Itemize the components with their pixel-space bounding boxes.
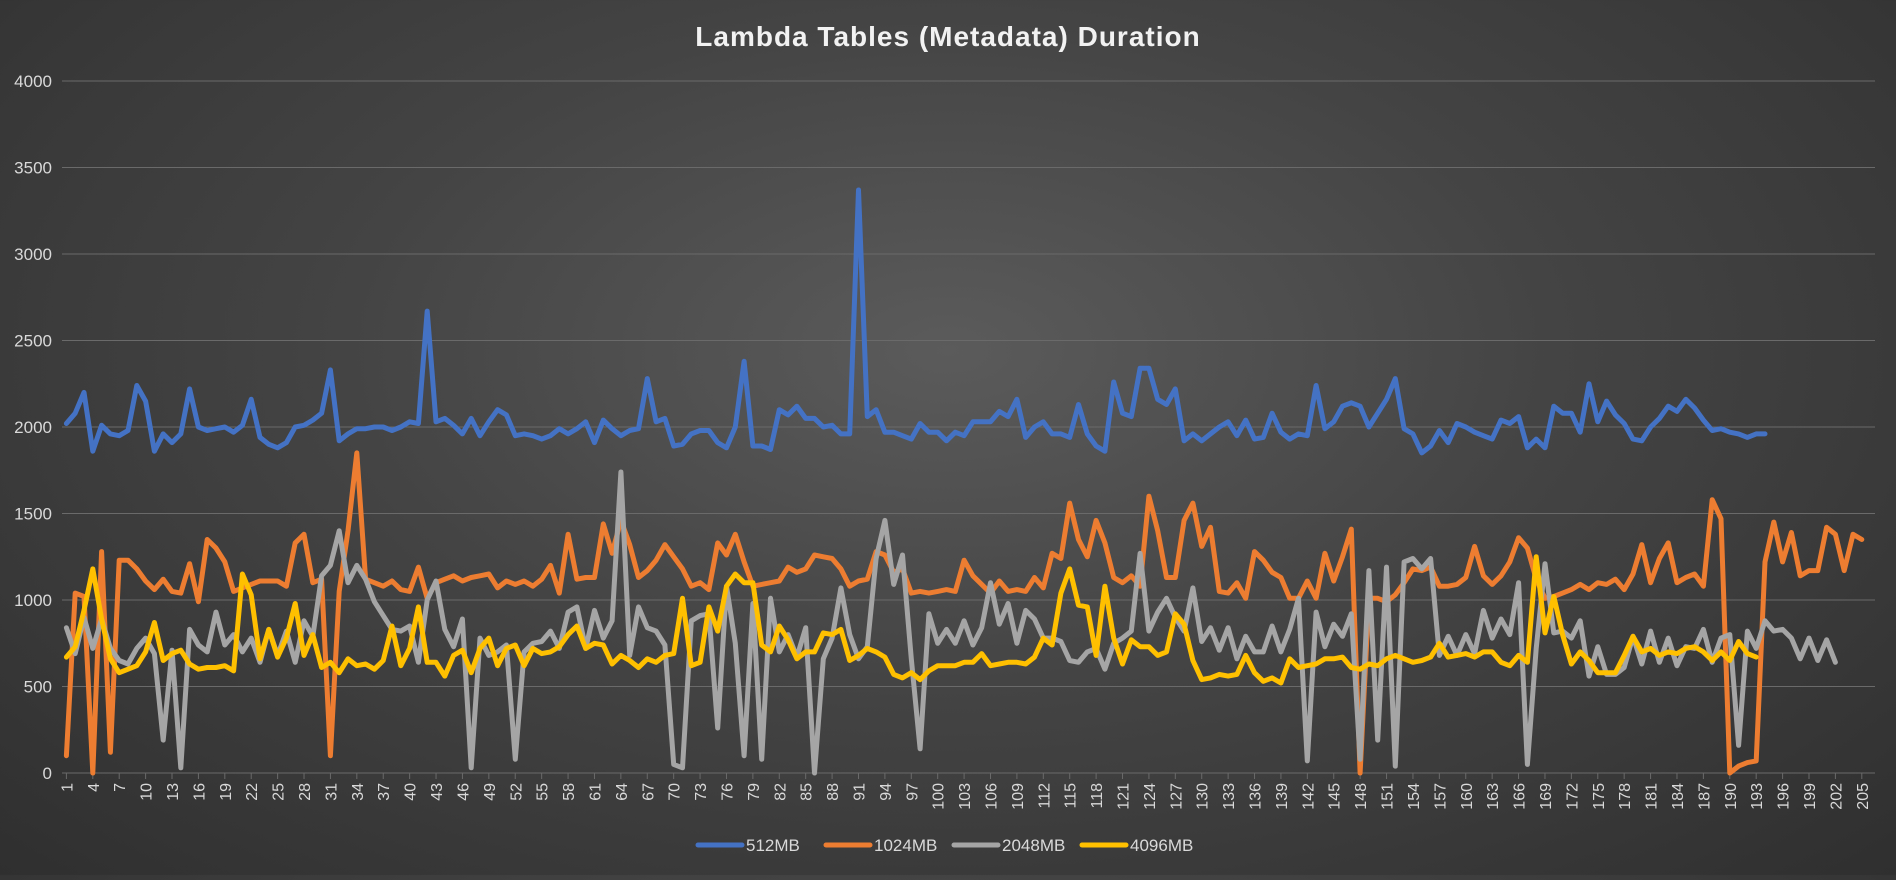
x-tick-label: 139 — [1274, 783, 1291, 810]
x-tick-label: 88 — [825, 783, 842, 801]
x-tick-label: 82 — [772, 783, 789, 801]
y-tick-label: 2000 — [14, 418, 52, 437]
x-tick-label: 157 — [1432, 783, 1449, 810]
x-tick-label: 58 — [561, 783, 578, 801]
legend-item-4096MB[interactable]: 4096MB — [1079, 836, 1193, 855]
x-tick-label: 97 — [904, 783, 921, 801]
x-tick-label: 166 — [1512, 783, 1529, 810]
x-tick-label: 148 — [1353, 783, 1370, 810]
y-tick-label: 3000 — [14, 245, 52, 264]
legend-label: 1024MB — [874, 836, 937, 855]
x-tick-label: 70 — [667, 783, 684, 801]
series-line-4096MB — [63, 554, 1759, 686]
x-tick-label: 109 — [1010, 783, 1027, 810]
x-tick-label: 124 — [1142, 783, 1159, 810]
y-tick-label: 500 — [24, 678, 52, 697]
x-tick-label: 160 — [1459, 783, 1476, 810]
y-tick-label: 1000 — [14, 591, 52, 610]
x-tick-label: 106 — [984, 783, 1001, 810]
x-tick-label: 187 — [1696, 783, 1713, 810]
x-tick-label: 199 — [1802, 783, 1819, 810]
x-tick-label: 37 — [376, 783, 393, 801]
x-tick-label: 112 — [1036, 783, 1053, 809]
x-tick-label: 55 — [535, 783, 552, 801]
x-tick-label: 136 — [1248, 783, 1265, 810]
x-tick-label: 190 — [1723, 783, 1740, 810]
x-tick-label: 115 — [1063, 783, 1080, 809]
x-tick-label: 133 — [1221, 783, 1238, 810]
x-tick-label: 49 — [482, 783, 499, 801]
y-tick-label: 0 — [43, 764, 52, 783]
x-tick-label: 4 — [86, 783, 103, 792]
x-tick-label: 28 — [297, 783, 314, 801]
x-tick-label: 178 — [1617, 783, 1634, 810]
series-lines — [63, 187, 1865, 776]
x-tick-label: 16 — [191, 783, 208, 801]
series-line-512MB — [63, 187, 1768, 456]
x-tick-label: 130 — [1195, 783, 1212, 810]
legend-label: 2048MB — [1002, 836, 1065, 855]
x-tick-label: 205 — [1855, 783, 1872, 810]
x-tick-label: 22 — [244, 783, 261, 801]
y-tick-label: 2500 — [14, 332, 52, 351]
legend-item-512MB[interactable]: 512MB — [695, 836, 800, 855]
x-tick-label: 184 — [1670, 783, 1687, 810]
x-tick-label: 19 — [218, 783, 235, 801]
x-tick-label: 7 — [112, 783, 129, 792]
legend-label: 4096MB — [1130, 836, 1193, 855]
x-tick-label: 202 — [1828, 783, 1845, 810]
chart-title: Lambda Tables (Metadata) Duration — [695, 21, 1200, 52]
x-tick-label: 94 — [878, 783, 895, 801]
x-tick-label: 67 — [640, 783, 657, 801]
legend[interactable]: 512MB 1024MB 2048MB 4096MB — [695, 836, 1193, 855]
x-tick-label: 46 — [455, 783, 472, 801]
x-tick-label: 172 — [1564, 783, 1581, 810]
x-tick-label: 100 — [931, 783, 948, 810]
y-axis: 0 500 1000 1500 2000 2500 3000 3500 4000 — [14, 72, 52, 783]
x-axis: 1 4 7 10 13 16 19 22 25 28 31 34 37 40 43 46 49 52 55 58 61 6… — [59, 773, 1872, 810]
x-tick-label: 175 — [1591, 783, 1608, 810]
x-tick-label: 193 — [1749, 783, 1766, 810]
legend-item-1024MB[interactable]: 1024MB — [823, 836, 937, 855]
x-tick-label: 64 — [614, 783, 631, 801]
legend-item-2048MB[interactable]: 2048MB — [951, 836, 1065, 855]
x-tick-label: 25 — [271, 783, 288, 801]
x-tick-label: 91 — [851, 783, 868, 801]
x-tick-label: 1 — [59, 783, 76, 792]
x-tick-label: 34 — [350, 783, 367, 801]
x-tick-label: 118 — [1089, 783, 1106, 809]
x-tick-label: 52 — [508, 783, 525, 801]
x-tick-label: 163 — [1485, 783, 1502, 810]
x-tick-label: 121 — [1116, 783, 1133, 810]
x-tick-label: 169 — [1538, 783, 1555, 810]
y-tick-label: 1500 — [14, 505, 52, 524]
y-tick-label: 3500 — [14, 159, 52, 178]
x-tick-label: 40 — [403, 783, 420, 801]
x-tick-label: 151 — [1380, 783, 1397, 810]
x-tick-label: 127 — [1168, 783, 1185, 810]
x-tick-label: 145 — [1327, 783, 1344, 810]
x-tick-label: 154 — [1406, 783, 1423, 810]
x-tick-label: 76 — [719, 783, 736, 801]
x-tick-label: 103 — [957, 783, 974, 810]
legend-label: 512MB — [746, 836, 800, 855]
x-tick-label: 73 — [693, 783, 710, 801]
x-tick-label: 61 — [587, 783, 604, 801]
x-tick-label: 10 — [139, 783, 156, 801]
x-tick-label: 43 — [429, 783, 446, 801]
y-tick-label: 4000 — [14, 72, 52, 91]
x-tick-label: 181 — [1644, 783, 1661, 810]
x-tick-label: 196 — [1776, 783, 1793, 810]
series-line-1024MB — [63, 450, 1865, 776]
x-tick-label: 31 — [323, 783, 340, 801]
x-tick-label: 142 — [1300, 783, 1317, 810]
x-tick-label: 13 — [165, 783, 182, 801]
x-tick-label: 79 — [746, 783, 763, 801]
x-tick-label: 85 — [799, 783, 816, 801]
